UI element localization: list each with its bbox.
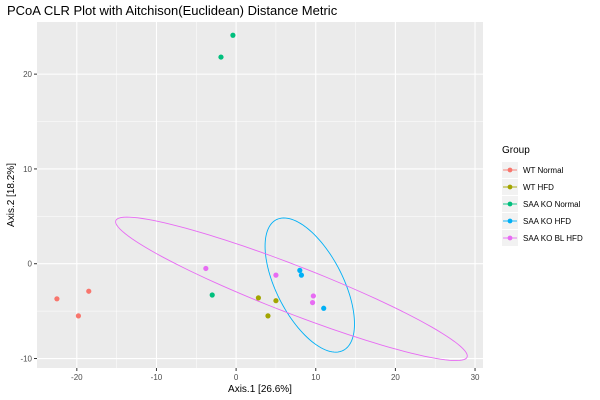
x-tick-label: 30 (471, 373, 480, 382)
data-point (273, 272, 279, 278)
data-point (310, 293, 316, 299)
y-tick-label: 10 (23, 165, 32, 174)
data-point (297, 267, 303, 273)
data-point (265, 313, 271, 319)
legend: Group WT Normal WT HFD SAA KO Normal SAA KO… (502, 145, 583, 246)
legend-title: Group (502, 145, 530, 156)
x-tick-label: -20 (71, 373, 83, 382)
confidence-ellipse (264, 217, 355, 353)
data-point (75, 313, 82, 319)
data-point (321, 305, 327, 311)
x-tick-label: 10 (311, 373, 320, 382)
data-point (218, 54, 224, 60)
plot-panel (37, 22, 483, 368)
data-point (298, 272, 305, 278)
points-layer (54, 32, 327, 319)
data-point (230, 32, 236, 38)
x-axis: -20 -10 0 10 20 30 (71, 368, 480, 382)
legend-label: SAA KO HFD (523, 217, 571, 226)
legend-key-point (507, 167, 513, 173)
y-axis-label: Axis.2 [18.2%] (6, 163, 17, 227)
legend-label: WT HFD (523, 183, 554, 192)
gridlines (37, 22, 483, 368)
data-point (209, 292, 215, 298)
x-tick-label: -10 (151, 373, 163, 382)
x-tick-label: 20 (391, 373, 400, 382)
confidence-ellipse (115, 216, 468, 362)
legend-key-point (507, 201, 513, 207)
data-point (309, 299, 316, 306)
legend-label: SAA KO BL HFD (523, 234, 583, 243)
data-point (54, 296, 60, 302)
y-axis: -10 0 10 20 (20, 70, 37, 364)
legend-label: WT Normal (523, 166, 564, 175)
chart-title: PCoA CLR Plot with Aitchison(Euclidean) … (7, 3, 338, 18)
data-point (255, 295, 262, 301)
y-tick-label: 0 (28, 260, 33, 269)
ellipse-layer (115, 216, 468, 362)
legend-key-point (507, 235, 513, 241)
y-tick-label: -10 (20, 355, 32, 364)
x-axis-label: Axis.1 [26.6%] (228, 384, 292, 395)
legend-key-point (507, 218, 513, 224)
x-tick-label: 0 (234, 373, 239, 382)
data-point (273, 298, 279, 304)
legend-label: SAA KO Normal (523, 200, 581, 209)
y-tick-label: 20 (23, 70, 32, 79)
legend-key-point (507, 184, 513, 190)
data-point (86, 288, 92, 294)
data-point (203, 265, 209, 272)
